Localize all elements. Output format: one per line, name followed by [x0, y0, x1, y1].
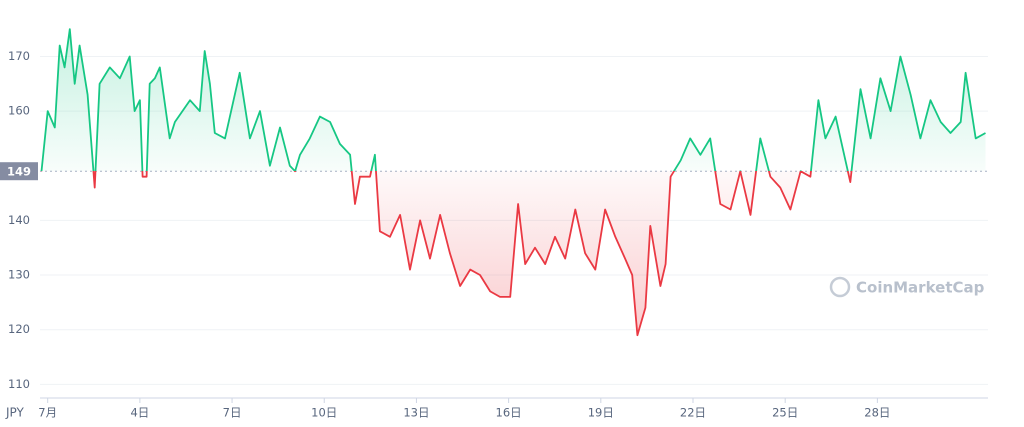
price-area [41, 29, 986, 336]
x-tick-label: 19日 [588, 406, 614, 420]
watermark: CoinMarketCap [829, 276, 985, 298]
baseline-badge [0, 162, 38, 181]
y-tick-label: 170 [8, 49, 30, 63]
x-tick-label: 7日 [223, 406, 242, 420]
y-tick-label: 110 [8, 377, 30, 391]
x-tick-label: 10日 [311, 406, 337, 420]
x-tick-label: 4日 [130, 406, 149, 420]
x-tick-label: 22日 [680, 406, 706, 420]
watermark-text: CoinMarketCap [856, 279, 985, 297]
x-tick-label: 25日 [772, 406, 798, 420]
y-tick-label: 130 [8, 268, 30, 282]
price-line [40, 28, 986, 337]
x-tick-label: 7月 [38, 406, 57, 420]
x-tick-label: 13日 [403, 406, 429, 420]
currency-label: JPY [5, 406, 25, 420]
y-tick-label: 140 [8, 213, 30, 227]
y-tick-label: 120 [8, 322, 30, 336]
x-tick-label: 16日 [496, 406, 522, 420]
baseline-label: 149 [7, 165, 31, 179]
watermark-logo [829, 276, 851, 298]
y-tick-label: 160 [8, 104, 30, 118]
x-tick-label: 28日 [864, 406, 890, 420]
